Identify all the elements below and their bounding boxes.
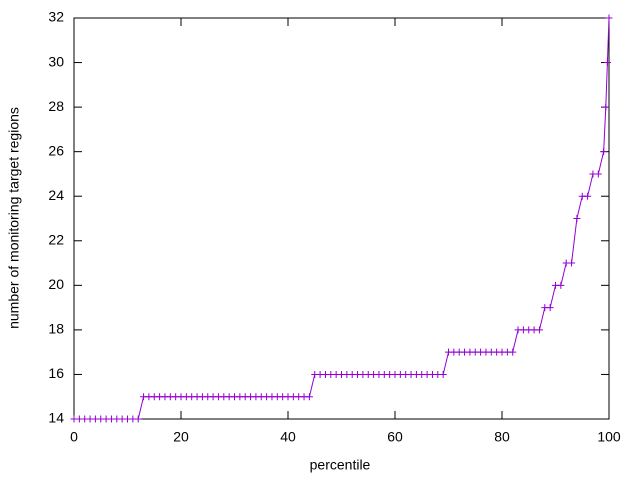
data-point <box>134 415 142 423</box>
y-tick-label: 16 <box>48 365 64 381</box>
x-tick-label: 80 <box>494 429 510 445</box>
data-point <box>439 370 447 378</box>
data-point <box>568 259 576 267</box>
y-tick-label: 28 <box>48 98 64 114</box>
data-point <box>509 348 517 356</box>
data-point <box>603 59 611 67</box>
data-point <box>602 103 610 111</box>
y-tick-label: 22 <box>48 231 64 247</box>
data-point <box>605 14 613 22</box>
data-point <box>535 326 543 334</box>
y-tick-label: 26 <box>48 142 64 158</box>
x-tick-label: 40 <box>280 429 296 445</box>
x-tick-label: 100 <box>597 429 621 445</box>
y-tick-label: 18 <box>48 321 64 337</box>
y-tick-label: 30 <box>48 53 64 69</box>
y-tick-label: 14 <box>48 410 64 426</box>
data-point <box>573 215 581 222</box>
data-point <box>584 192 592 200</box>
y-tick-label: 24 <box>48 187 64 203</box>
data-point <box>546 304 554 312</box>
x-axis-label: percentile <box>310 457 371 473</box>
data-point <box>594 170 602 178</box>
data-point <box>557 281 565 289</box>
x-tick-label: 20 <box>173 429 189 445</box>
y-tick-label: 32 <box>48 9 64 25</box>
data-line <box>74 17 610 420</box>
y-axis-label: number of monitoring target regions <box>6 107 22 329</box>
data-point <box>600 148 608 156</box>
y-tick-label: 20 <box>48 276 64 292</box>
x-tick-label: 0 <box>70 429 78 445</box>
data-point <box>305 393 313 401</box>
x-tick-label: 60 <box>387 429 403 445</box>
plot-border <box>73 17 610 420</box>
